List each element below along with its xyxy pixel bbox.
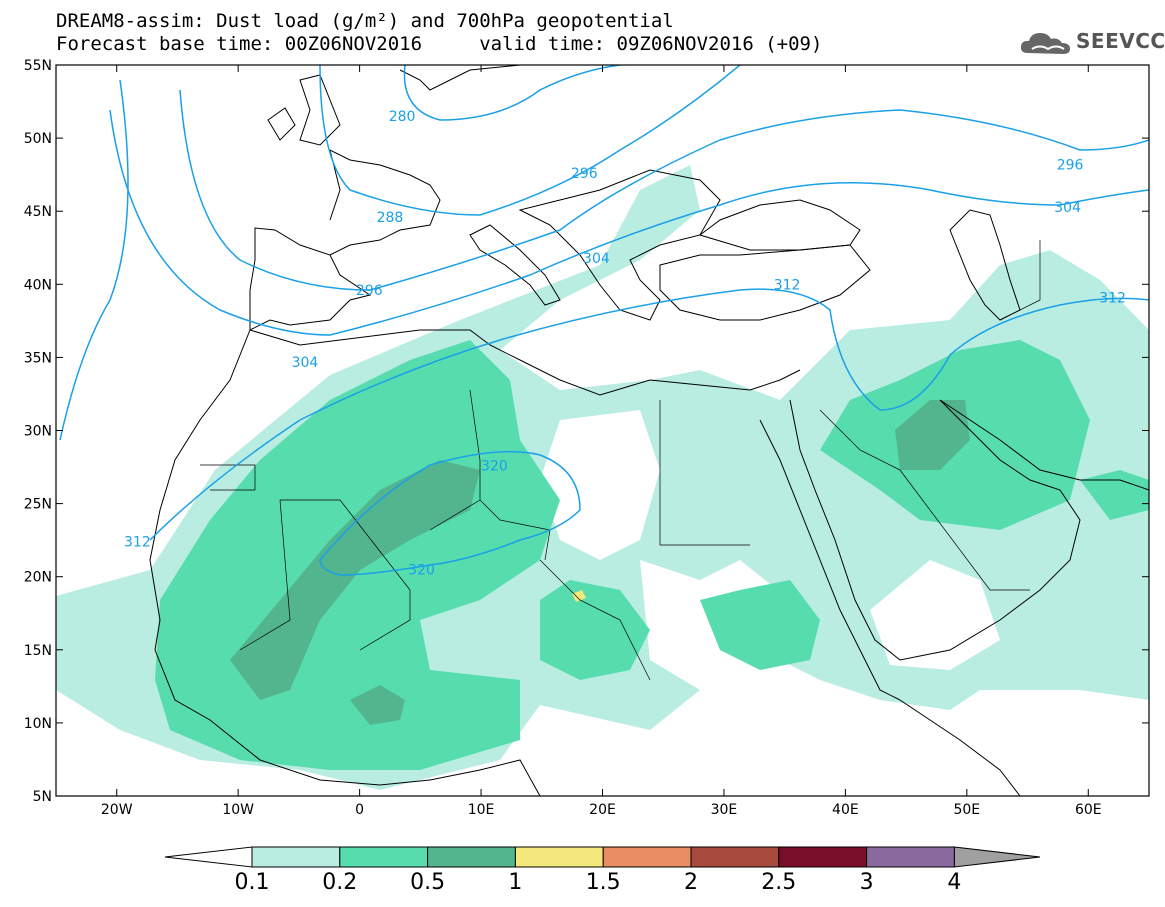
seevccc-logo: SEEVCCC bbox=[1018, 27, 1165, 57]
contour-label: 304 bbox=[583, 251, 610, 267]
dust-region-heavy bbox=[350, 685, 405, 725]
coastline-africa-north bbox=[249, 329, 801, 396]
lat-tick-label: 10N bbox=[24, 716, 52, 732]
contour-label: 296 bbox=[571, 166, 598, 182]
colorbar-label: 1.5 bbox=[585, 870, 621, 895]
lon-tick-label: 10W bbox=[222, 802, 254, 818]
contour-label: 288 bbox=[377, 210, 404, 226]
lon-tick-label: 0 bbox=[355, 802, 364, 818]
country-borders bbox=[200, 240, 1041, 681]
lat-tick-label: 30N bbox=[24, 424, 52, 440]
contour-label: 312 bbox=[1099, 290, 1126, 306]
contour-320 bbox=[319, 450, 581, 576]
contour-280 bbox=[403, 65, 621, 121]
lat-tick-label: 35N bbox=[24, 350, 52, 366]
colorbar-segment bbox=[778, 846, 868, 868]
colorbar bbox=[164, 846, 1041, 868]
contour-label: 296 bbox=[356, 283, 383, 299]
dust-region-heavy bbox=[895, 400, 970, 470]
coastline-france bbox=[329, 149, 441, 256]
colorbar-segment bbox=[514, 846, 604, 868]
lat-tick-label: 50N bbox=[24, 131, 52, 147]
coastlines bbox=[149, 65, 1149, 796]
map-title: DREAM8-assim: Dust load (g/m²) and 700hP… bbox=[56, 10, 674, 32]
contour-label: 304 bbox=[1054, 200, 1081, 216]
lat-tick-label: 25N bbox=[24, 497, 52, 513]
lon-tick-label: 10E bbox=[468, 802, 495, 818]
lat-tick-label: 45N bbox=[24, 204, 52, 220]
lat-tick-label: 20N bbox=[24, 570, 52, 586]
lat-tick-label: 5N bbox=[33, 789, 52, 805]
contour-label: 320 bbox=[408, 562, 435, 578]
colorbar-segment bbox=[251, 846, 341, 868]
longitude-axis: 20W 10W 0 10E 20E 30E 40E 50E 60E bbox=[101, 65, 1102, 818]
dust-gap bbox=[870, 560, 1000, 670]
contour-312 bbox=[59, 79, 1149, 541]
lon-tick-label: 40E bbox=[832, 802, 859, 818]
lat-tick-label: 40N bbox=[24, 277, 52, 293]
colorbar-label: 0.1 bbox=[234, 870, 270, 895]
geopotential-contours bbox=[59, 65, 1149, 576]
dust-region-medium bbox=[700, 580, 820, 670]
colorbar-segment bbox=[866, 846, 955, 868]
lat-tick-label: 15N bbox=[24, 643, 52, 659]
contour-label: 312 bbox=[124, 535, 151, 551]
contour-296 bbox=[179, 89, 1149, 291]
lat-tick-label: 55N bbox=[24, 58, 52, 74]
coastline-red-sea bbox=[759, 419, 901, 701]
contour-label: 304 bbox=[292, 355, 319, 371]
coastline-europe bbox=[249, 227, 372, 331]
colorbar-segment bbox=[164, 846, 253, 868]
contour-label: 296 bbox=[1057, 157, 1084, 173]
forecast-time-subtitle: Forecast base time: 00Z06NOV2016 valid t… bbox=[56, 33, 823, 55]
colorbar-segment bbox=[953, 846, 1041, 868]
logo-text: SEEVCCC bbox=[1076, 29, 1165, 53]
lon-tick-label: 20E bbox=[589, 802, 616, 818]
cloud-icon bbox=[1020, 33, 1070, 54]
colorbar-segment bbox=[339, 846, 429, 868]
coastline-africa bbox=[149, 329, 541, 796]
dust-gap bbox=[540, 410, 660, 560]
coastline-black-sea bbox=[698, 199, 861, 251]
colorbar-label: 2 bbox=[684, 870, 698, 895]
contour-label: 312 bbox=[774, 277, 801, 293]
contour-288 bbox=[319, 65, 741, 216]
colorbar-segment bbox=[427, 846, 516, 868]
lon-tick-label: 20W bbox=[101, 802, 133, 818]
contour-304 bbox=[109, 109, 1149, 336]
colorbar-label: 2.5 bbox=[761, 870, 797, 895]
colorbar-segment bbox=[602, 846, 692, 868]
colorbar-label: 3 bbox=[859, 870, 874, 895]
coastline-persian-gulf bbox=[939, 399, 1149, 491]
dust-region-medium bbox=[540, 580, 650, 680]
lon-tick-label: 50E bbox=[953, 802, 980, 818]
dust-region-peak bbox=[572, 590, 586, 602]
dust-shading bbox=[56, 165, 1149, 790]
coastline-turkey bbox=[659, 244, 871, 321]
coastline-britain bbox=[299, 74, 341, 146]
colorbar-label: 0.2 bbox=[322, 870, 358, 895]
dust-region-medium bbox=[1080, 470, 1149, 520]
coastline-arabia bbox=[789, 399, 1081, 661]
coastline-scandinavia bbox=[399, 65, 521, 91]
coastline-east-africa bbox=[899, 699, 1021, 796]
colorbar-segment bbox=[690, 846, 780, 868]
contour-label: 280 bbox=[389, 109, 416, 125]
coastline-italy bbox=[469, 224, 561, 306]
latitude-axis: 55N 50N 45N 40N 35N 30N 25N 20N 15N 10N 5N bbox=[24, 58, 1149, 805]
contour-label: 320 bbox=[481, 459, 508, 475]
colorbar-label: 4 bbox=[947, 870, 962, 895]
coastline-balkans bbox=[518, 169, 721, 321]
dust-region-heavy bbox=[230, 460, 480, 700]
lon-tick-label: 30E bbox=[711, 802, 738, 818]
colorbar-label: 0.5 bbox=[410, 870, 446, 895]
coastline-ireland bbox=[267, 107, 296, 141]
contour-labels: 280 288 296 296 296 304 304 304 312 312 312 320 320 bbox=[124, 109, 1126, 578]
colorbar-label: 1 bbox=[508, 870, 523, 895]
lon-tick-label: 60E bbox=[1075, 802, 1102, 818]
